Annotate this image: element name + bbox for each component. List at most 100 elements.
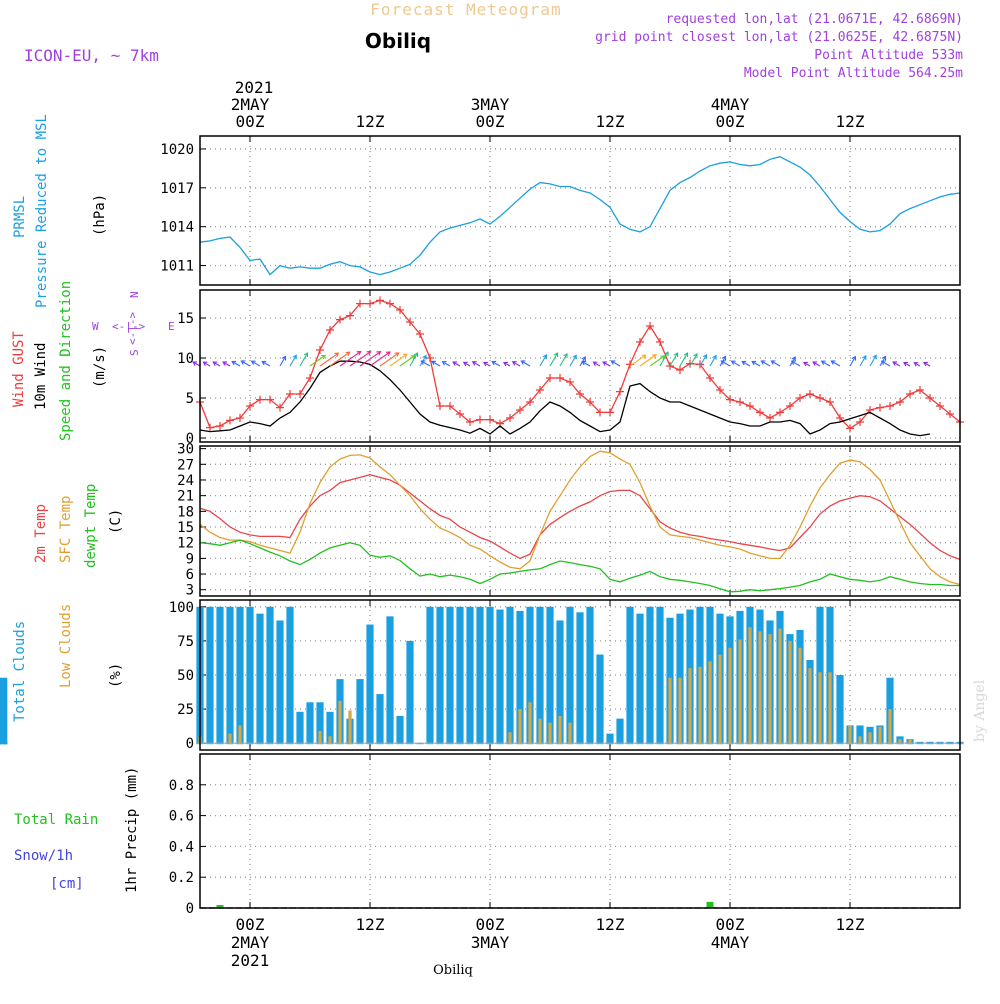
wind-arrow-head — [503, 361, 508, 367]
wind-arrow-head — [491, 360, 497, 366]
wind-arrow — [679, 352, 688, 367]
total-cloud-bar — [316, 702, 324, 745]
label-total-clouds: Total Clouds — [12, 621, 28, 722]
series-10m-wind — [199, 360, 931, 437]
total-cloud-bar — [836, 675, 844, 745]
bottom-date-label: 2MAY — [231, 933, 270, 952]
gust-point — [836, 414, 844, 422]
wind-arrow — [869, 354, 877, 367]
gust-point — [306, 374, 314, 382]
wind-arrow — [569, 354, 577, 367]
top-time-label: 12Z — [836, 112, 865, 131]
wind-arrow-head — [923, 361, 928, 367]
gust-point — [256, 395, 264, 404]
panel-pressure: 1011 1014 1017 1020 — [160, 135, 961, 286]
y-tick-label: 10 — [177, 351, 194, 367]
gust-point — [526, 398, 534, 406]
wind-arrow — [639, 354, 657, 367]
gust-point — [706, 374, 714, 382]
wind-arrow — [421, 360, 431, 367]
y-tick-label: 75 — [177, 634, 194, 650]
wind-arrow-head — [452, 361, 458, 366]
gust-point — [336, 315, 344, 324]
gust-point — [776, 408, 784, 417]
compass-n: N — [128, 291, 141, 298]
label-cm: [cm] — [50, 876, 84, 892]
y-tick-label: 1014 — [160, 220, 194, 236]
y-tick-label: 9 — [186, 551, 194, 567]
wind-arrow — [559, 353, 568, 367]
wind-arrow — [512, 361, 521, 367]
wind-direction-arrows — [192, 350, 931, 367]
wind-arrow-head — [903, 361, 908, 367]
wind-arrow-head — [683, 352, 689, 358]
wind-arrow-head — [334, 352, 340, 358]
model-altitude: Model Point Altitude 564.25m — [744, 66, 963, 81]
compass-icon: N S W E <-|-> <-|-> — [92, 291, 175, 356]
wind-arrow — [923, 362, 931, 367]
low-cloud-bar — [858, 736, 862, 745]
wind-arrow — [203, 361, 211, 367]
bottom-time-label: 00Z — [236, 915, 265, 934]
wind-arrow-head — [231, 360, 237, 366]
low-cloud-bar — [828, 672, 832, 745]
wind-arrow-head — [862, 355, 867, 360]
low-cloud-bar — [728, 647, 732, 745]
y-tick-label: 0.4 — [169, 839, 194, 855]
total-cloud-bar — [516, 610, 524, 745]
low-cloud-bar — [878, 726, 882, 745]
label-pressure-msl: Pressure Reduced to MSL — [34, 114, 50, 308]
wind-arrow-head — [913, 362, 919, 367]
wind-arrow-head — [712, 354, 717, 360]
wind-arrow-head — [542, 353, 548, 359]
wind-arrow-head — [751, 360, 757, 366]
y-tick-label: 0 — [186, 901, 194, 917]
gust-point — [416, 330, 424, 338]
wind-arrow — [821, 360, 831, 367]
low-cloud-bar — [848, 725, 852, 745]
wind-arrow-head — [664, 351, 669, 357]
label-snow: Snow/1h — [14, 848, 73, 864]
wind-arrow-head — [803, 361, 808, 367]
compass-vert: <-|-> — [126, 312, 139, 345]
top-date-label: 2MAY — [231, 95, 270, 114]
low-cloud-bar — [738, 639, 742, 745]
bottom-time-label: 12Z — [596, 915, 625, 934]
gust-point — [636, 338, 644, 346]
total-cloud-bar — [276, 620, 284, 745]
gust-point — [456, 410, 464, 418]
wind-arrow — [791, 360, 801, 367]
series-prmsl — [199, 156, 961, 276]
wind-arrow-head — [422, 354, 427, 360]
compass-s: S — [128, 349, 141, 356]
low-cloud-bar — [528, 702, 532, 745]
wind-arrow-head — [511, 361, 517, 366]
gust-point — [296, 390, 304, 398]
total-cloud-bar — [856, 725, 864, 745]
wind-arrow — [261, 361, 271, 367]
y-tick-label: 15 — [177, 520, 194, 536]
wind-arrow-head — [872, 354, 877, 360]
wind-arrow — [241, 360, 251, 367]
wind-arrow-head — [673, 352, 679, 358]
rain-bar — [706, 901, 714, 908]
wind-arrow-head — [202, 361, 208, 366]
gust-point — [356, 299, 364, 308]
total-cloud-bar — [466, 606, 474, 745]
gust-point — [586, 398, 594, 406]
low-cloud-bar — [548, 722, 552, 745]
gust-point — [576, 390, 584, 398]
total-cloud-bar — [626, 606, 634, 745]
wind-arrow-head — [720, 360, 726, 365]
total-cloud-bar — [636, 613, 644, 745]
series-dewpt-temp — [199, 539, 960, 593]
label-celsius: (C) — [108, 509, 124, 534]
wind-arrow — [452, 361, 461, 367]
low-cloud-bar — [228, 733, 232, 745]
wind-arrow-head — [431, 360, 437, 366]
wind-arrow — [849, 356, 856, 367]
